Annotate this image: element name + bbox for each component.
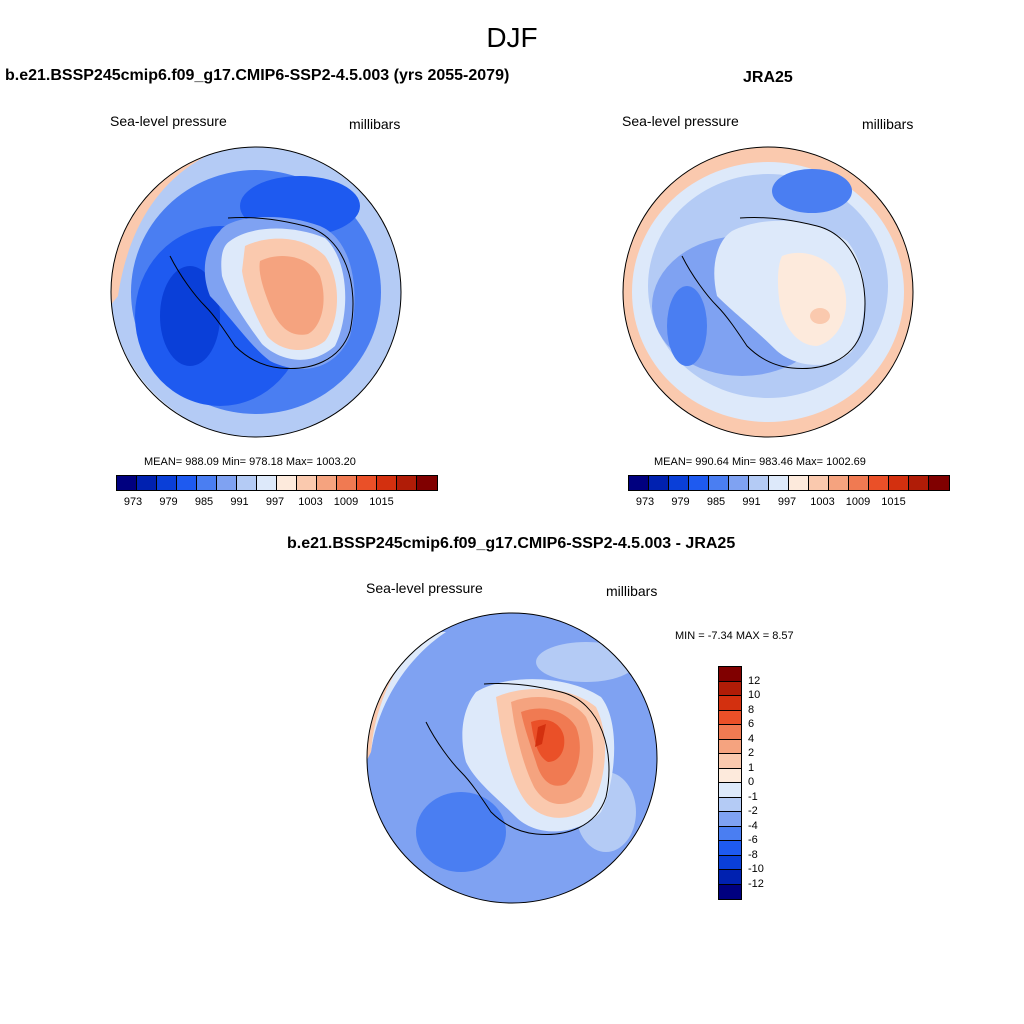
diff-colorbar-box bbox=[719, 870, 741, 885]
model-variable-label: Sea-level pressure bbox=[110, 113, 227, 129]
abs-colorbar-box bbox=[277, 476, 297, 490]
diff-colorbar-box bbox=[719, 725, 741, 740]
abs-colorbar-box bbox=[649, 476, 669, 490]
diff-colorbar-tick-label: 4 bbox=[748, 732, 755, 745]
diff-colorbar-tick-label: 0 bbox=[748, 776, 755, 788]
abs-colorbar-tick-label: 997 bbox=[777, 496, 797, 508]
diff-colorbar-box bbox=[719, 768, 741, 783]
obs-polar-map bbox=[622, 146, 914, 438]
diff-colorbar bbox=[718, 666, 742, 900]
diff-colorbar-tick-label: 2 bbox=[748, 747, 755, 759]
abs-colorbar-tick-label: 1003 bbox=[810, 496, 835, 508]
diff-colorbar-tick-label: -4 bbox=[748, 819, 758, 832]
model-units-label: millibars bbox=[349, 116, 401, 132]
diff-panel-title: b.e21.BSSP245cmip6.f09_g17.CMIP6-SSP2-4.… bbox=[287, 535, 736, 552]
model-polar-map bbox=[110, 146, 402, 438]
diff-colorbar-tick-label: -2 bbox=[748, 805, 758, 817]
model-panel-title: b.e21.BSSP245cmip6.f09_g17.CMIP6-SSP2-4.… bbox=[5, 67, 510, 84]
abs-colorbar-box bbox=[869, 476, 889, 490]
diff-colorbar-tick-label: 8 bbox=[748, 703, 755, 716]
abs-colorbar-tick-label: 973 bbox=[635, 496, 655, 508]
obs-stats: MEAN= 990.64 Min= 983.46 Max= 1002.69 bbox=[654, 456, 866, 468]
diff-colorbar-box bbox=[719, 855, 741, 870]
diff-colorbar-box bbox=[719, 667, 741, 682]
diff-colorbar-tick-label: -8 bbox=[748, 848, 758, 861]
abs-colorbar-box bbox=[849, 476, 869, 490]
abs-colorbar-tick-label: 985 bbox=[194, 496, 214, 508]
abs-colorbar-box bbox=[297, 476, 317, 490]
obs-units-label: millibars bbox=[862, 116, 914, 132]
diff-colorbar-box bbox=[719, 884, 741, 899]
abs-colorbar-tick-label: 1009 bbox=[333, 496, 359, 508]
diff-colorbar-ticks: 12 10 8 6 4 2 1 0 -1 -2 -4 -6 -8 -10 -12 bbox=[748, 666, 788, 900]
obs-panel-title: JRA25 bbox=[743, 69, 793, 86]
abs-colorbar-box bbox=[377, 476, 397, 490]
abs-colorbar-box bbox=[117, 476, 137, 490]
abs-colorbar-tick-label: 991 bbox=[230, 496, 249, 508]
diff-colorbar-box bbox=[719, 783, 741, 798]
abs-colorbar-tick-label: 973 bbox=[123, 496, 143, 508]
diff-variable-label: Sea-level pressure bbox=[366, 580, 483, 596]
abs-colorbar-box bbox=[669, 476, 689, 490]
abs-colorbar-box bbox=[357, 476, 377, 490]
figure-season-title: DJF bbox=[486, 22, 538, 53]
diff-colorbar-box bbox=[719, 739, 741, 754]
abs-colorbar-tick-label: 1015 bbox=[369, 496, 394, 508]
abs-colorbar-tick-label: 1015 bbox=[881, 496, 906, 508]
abs-colorbar-box bbox=[257, 476, 277, 490]
diff-colorbar-tick-label: -6 bbox=[748, 834, 758, 846]
diff-polar-map bbox=[366, 612, 658, 904]
abs-colorbar-box bbox=[177, 476, 197, 490]
abs-colorbar-box bbox=[629, 476, 649, 490]
abs-colorbar-tick-label: 997 bbox=[265, 496, 285, 508]
abs-colorbar-tick-label: 1003 bbox=[298, 496, 323, 508]
diff-colorbar-box bbox=[719, 696, 741, 711]
abs-colorbar-box bbox=[809, 476, 829, 490]
diff-colorbar-tick-label: 1 bbox=[748, 761, 755, 774]
diff-colorbar-tick-label: 10 bbox=[748, 689, 761, 701]
diff-colorbar-box bbox=[719, 812, 741, 827]
abs-colorbar-box bbox=[397, 476, 417, 490]
diff-colorbar-box bbox=[719, 681, 741, 696]
abs-colorbar-box bbox=[417, 476, 437, 490]
abs-colorbar-box bbox=[709, 476, 729, 490]
diff-units-label: millibars bbox=[606, 583, 658, 599]
abs-colorbar-box bbox=[929, 476, 949, 490]
abs-colorbar-box bbox=[337, 476, 357, 490]
abs-colorbar-box bbox=[317, 476, 337, 490]
abs-colorbar-box bbox=[829, 476, 849, 490]
abs-colorbar-box bbox=[909, 476, 929, 490]
abs-colorbar-box bbox=[889, 476, 909, 490]
diff-colorbar-box bbox=[719, 841, 741, 856]
abs-colorbar-box bbox=[789, 476, 809, 490]
model-colorbar bbox=[116, 475, 438, 491]
abs-colorbar-box bbox=[237, 476, 257, 490]
abs-colorbar-tick-label: 979 bbox=[671, 496, 690, 508]
diff-colorbar-tick-label: -1 bbox=[748, 790, 758, 803]
abs-colorbar-tick-label: 1009 bbox=[845, 496, 871, 508]
diff-colorbar-box bbox=[719, 754, 741, 769]
diff-colorbar-tick-label: -12 bbox=[748, 877, 764, 890]
abs-colorbar-box bbox=[137, 476, 157, 490]
diff-colorbar-box bbox=[719, 826, 741, 841]
abs-colorbar-box bbox=[197, 476, 217, 490]
abs-colorbar-box bbox=[729, 476, 749, 490]
abs-colorbar-box bbox=[217, 476, 237, 490]
diff-colorbar-tick-label: 12 bbox=[748, 674, 761, 687]
diff-colorbar-tick-label: 6 bbox=[748, 718, 755, 730]
diff-colorbar-box bbox=[719, 797, 741, 812]
abs-colorbar-box bbox=[157, 476, 177, 490]
abs-colorbar-box bbox=[769, 476, 789, 490]
abs-colorbar-box bbox=[689, 476, 709, 490]
model-stats: MEAN= 988.09 Min= 978.18 Max= 1003.20 bbox=[144, 456, 356, 468]
abs-colorbar-tick-label: 991 bbox=[742, 496, 761, 508]
obs-variable-label: Sea-level pressure bbox=[622, 113, 739, 129]
diff-colorbar-tick-label: -10 bbox=[748, 863, 764, 875]
abs-colorbar-tick-label: 985 bbox=[706, 496, 726, 508]
diff-stats: MIN = -7.34 MAX = 8.57 bbox=[675, 630, 794, 642]
diff-colorbar-box bbox=[719, 710, 741, 725]
obs-colorbar bbox=[628, 475, 950, 491]
abs-colorbar-tick-label: 979 bbox=[159, 496, 178, 508]
abs-colorbar-box bbox=[749, 476, 769, 490]
